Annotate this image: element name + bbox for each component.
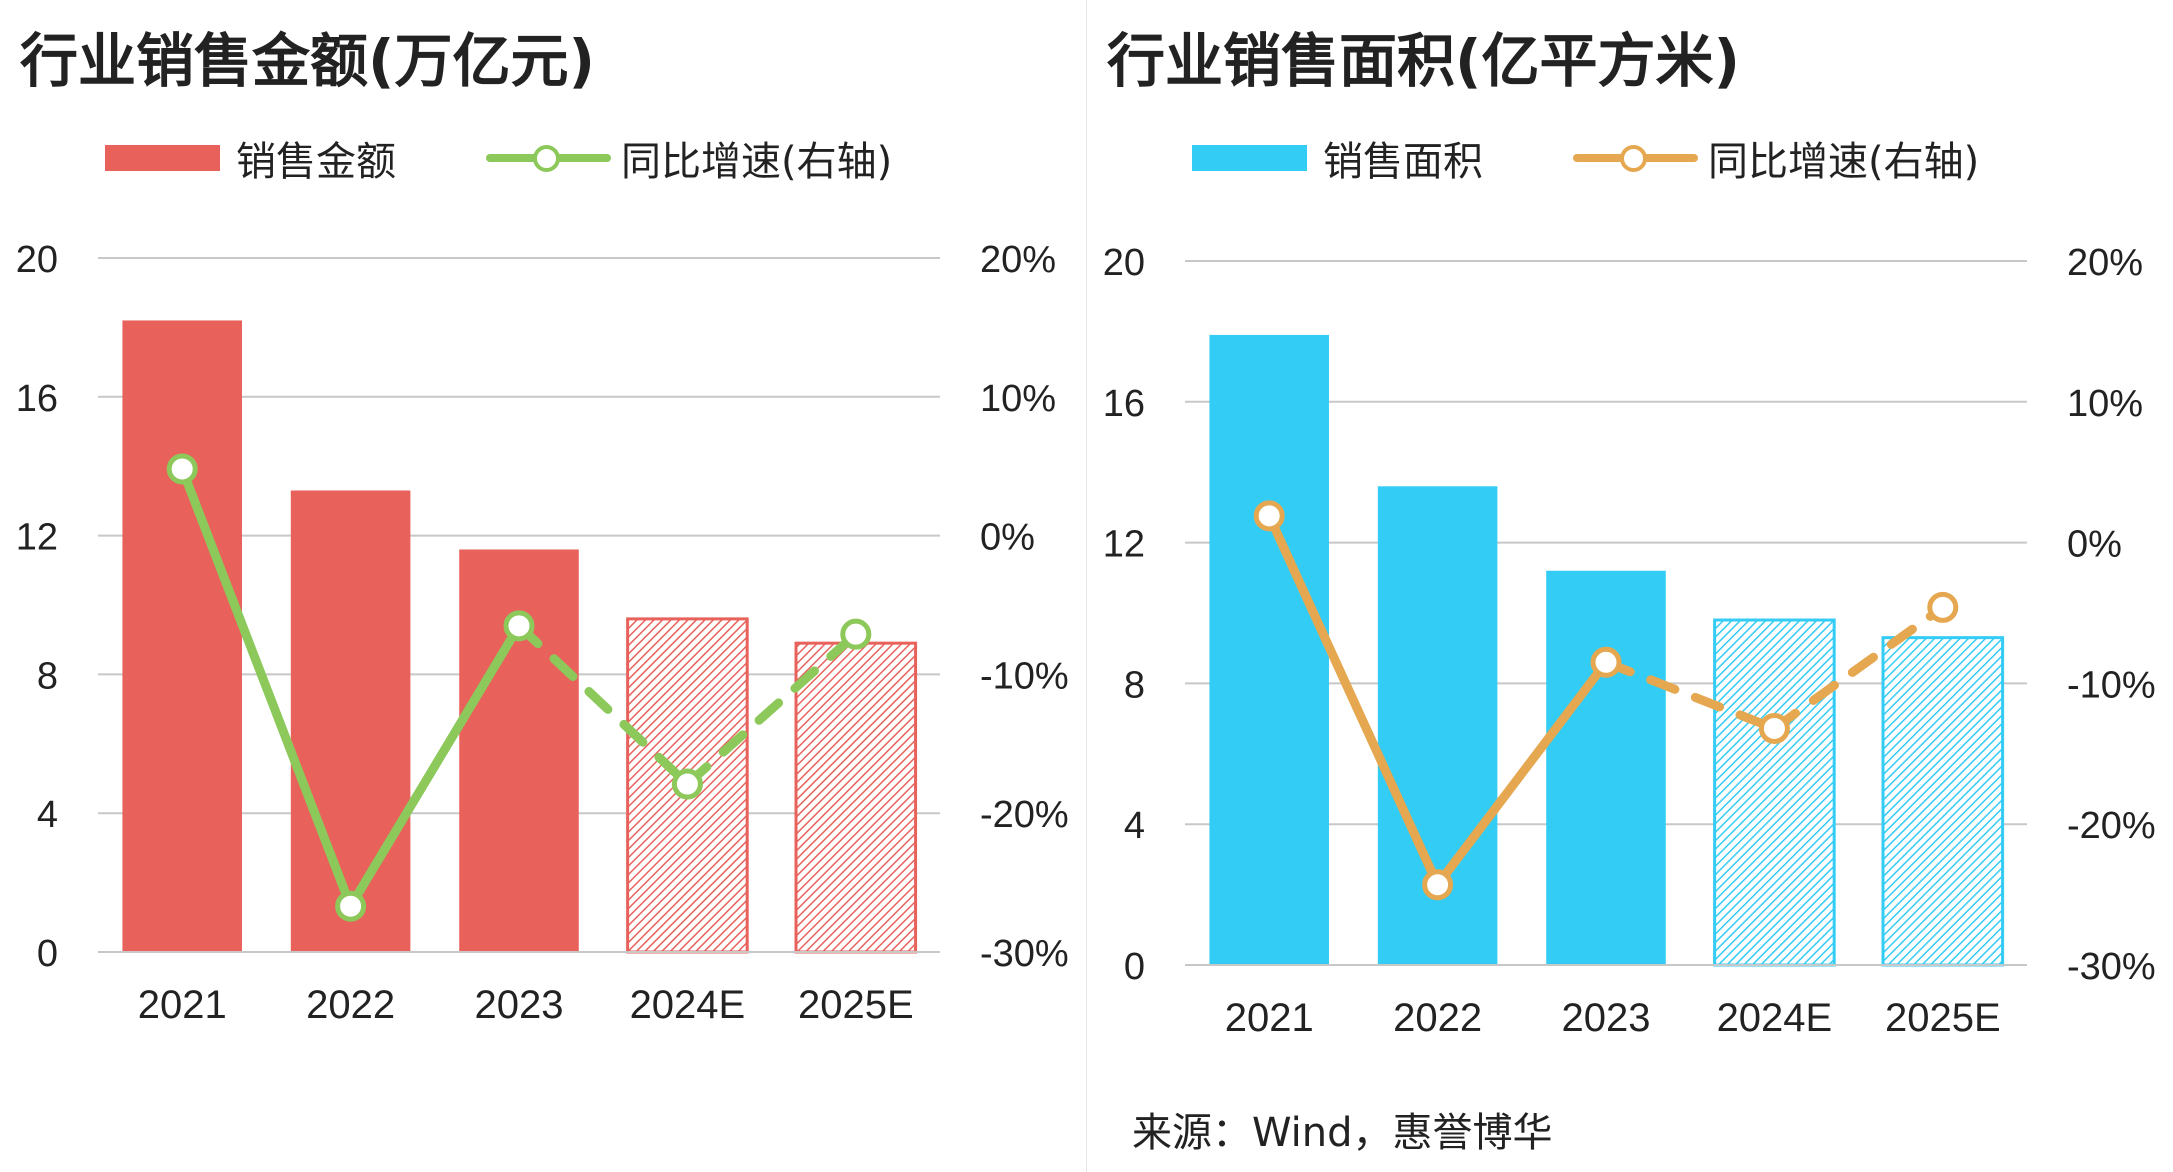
x-tick-label: 2023 — [1562, 996, 1651, 1040]
line-point — [503, 610, 535, 642]
chart-title: 行业销售面积(亿平方米) — [1107, 27, 1741, 95]
legend-item-bar: 销售面积 — [1192, 129, 1483, 187]
bar — [290, 490, 411, 952]
chart-legend: 销售面积 同比增速(右轴) — [1192, 128, 2069, 188]
y-right-tick-label: 10% — [980, 378, 1056, 420]
y-right-tick-label: -20% — [980, 794, 1069, 836]
x-tick-label: 2023 — [475, 983, 564, 1027]
legend-label-bar: 销售面积 — [1323, 139, 1483, 185]
y-right-tick-label: -10% — [2067, 664, 2156, 706]
line-point — [840, 618, 872, 650]
panel-divider — [1086, 0, 1087, 1172]
y-right-tick-label: -10% — [980, 655, 1069, 697]
y-right-tick-label: 0% — [2067, 524, 2122, 566]
y-left-tick-label: 0 — [37, 933, 58, 975]
line-point — [671, 768, 703, 800]
line-point — [1927, 591, 1959, 623]
line-point — [1422, 869, 1454, 901]
legend-label-line: 同比增速(右轴) — [621, 139, 893, 185]
bar — [794, 641, 918, 954]
bar — [1713, 618, 1836, 967]
bar — [459, 549, 579, 952]
chart-plot-sales-area: 0 4 8 12 16 20 -30% -20% -10% 0% 10% 20% 2021 2022 202… — [1103, 242, 2156, 1040]
line-segment — [514, 621, 692, 789]
x-tick-label: 2022 — [1393, 996, 1482, 1040]
y-left-tick-label: 16 — [1103, 383, 1145, 425]
bar — [1546, 570, 1666, 965]
line-point — [1253, 500, 1285, 532]
x-tick-label: 2021 — [1225, 996, 1314, 1040]
y-right-tick-label: 10% — [2067, 383, 2143, 425]
chart-title: 行业销售金额(万亿元) — [20, 27, 596, 95]
y-right-tick-label: 20% — [980, 239, 1056, 281]
legend-bar-swatch — [1192, 145, 1307, 171]
line-segment — [1264, 511, 1443, 890]
legend-item-line: 同比增速(右轴) — [486, 129, 892, 187]
legend-line-marker — [486, 145, 611, 172]
y-left-tick-label: 0 — [1124, 946, 1145, 988]
bar — [1881, 636, 2005, 967]
y-right-tick-label: 0% — [980, 517, 1035, 559]
line-point — [335, 890, 367, 922]
bar — [1209, 334, 1329, 965]
y-left-tick-label: 20 — [1103, 242, 1145, 284]
y-left-tick-label: 12 — [1103, 524, 1145, 566]
line-point — [1758, 712, 1790, 744]
line-segment — [682, 629, 861, 789]
y-left-tick-label: 4 — [37, 794, 58, 836]
line-segment — [346, 621, 524, 911]
y-right-tick-label: -30% — [980, 933, 1069, 975]
y-right-tick-label: -30% — [2067, 946, 2156, 988]
y-left-tick-label: 8 — [37, 655, 58, 697]
line-point — [1590, 646, 1622, 678]
line-point — [166, 453, 198, 485]
legend-item-line: 同比增速(右轴) — [1573, 129, 1979, 187]
x-tick-label: 2025E — [798, 983, 914, 1027]
y-left-tick-label: 16 — [16, 378, 58, 420]
legend-item-bar: 销售金额 — [105, 129, 396, 187]
chart-panel-sales-area: 行业销售面积(亿平方米) 销售面积 同比增速(右轴) 0 4 8 12 16 20 -30%… — [1087, 0, 2173, 1172]
x-tick-label: 2024E — [1717, 996, 1833, 1040]
line-segment — [1769, 602, 1948, 733]
legend-label-line: 同比增速(右轴) — [1708, 139, 1980, 185]
x-tick-label: 2021 — [138, 983, 227, 1027]
line-segment — [177, 464, 356, 911]
source-note: 来源：Wind，惠誉博华 — [1132, 1110, 1553, 1156]
y-left-tick-label: 20 — [16, 239, 58, 281]
y-right-tick-label: -20% — [2067, 805, 2156, 847]
y-left-tick-label: 8 — [1124, 664, 1145, 706]
y-left-tick-label: 4 — [1124, 805, 1145, 847]
x-tick-label: 2024E — [630, 983, 746, 1027]
chart-legend: 销售金额 同比增速(右轴) — [105, 128, 982, 188]
x-tick-label: 2022 — [306, 983, 395, 1027]
line-segment — [1433, 657, 1611, 890]
legend-label-bar: 销售金额 — [236, 139, 396, 185]
y-right-tick-label: 20% — [2067, 242, 2143, 284]
legend-line-marker — [1573, 145, 1698, 172]
x-tick-label: 2025E — [1885, 996, 2001, 1040]
line-segment — [1601, 657, 1779, 733]
bar — [122, 320, 242, 953]
chart-panel-sales-amount: 行业销售金额(万亿元) 销售金额 同比增速(右轴) 0 4 8 12 16 20 -30% -… — [0, 0, 1086, 1172]
legend-bar-swatch — [105, 145, 220, 171]
chart-plot-sales-amount: 0 4 8 12 16 20 -30% -20% -10% 0% 10% 20% 2021 2022 202… — [16, 239, 1069, 1027]
y-left-tick-label: 12 — [16, 517, 58, 559]
